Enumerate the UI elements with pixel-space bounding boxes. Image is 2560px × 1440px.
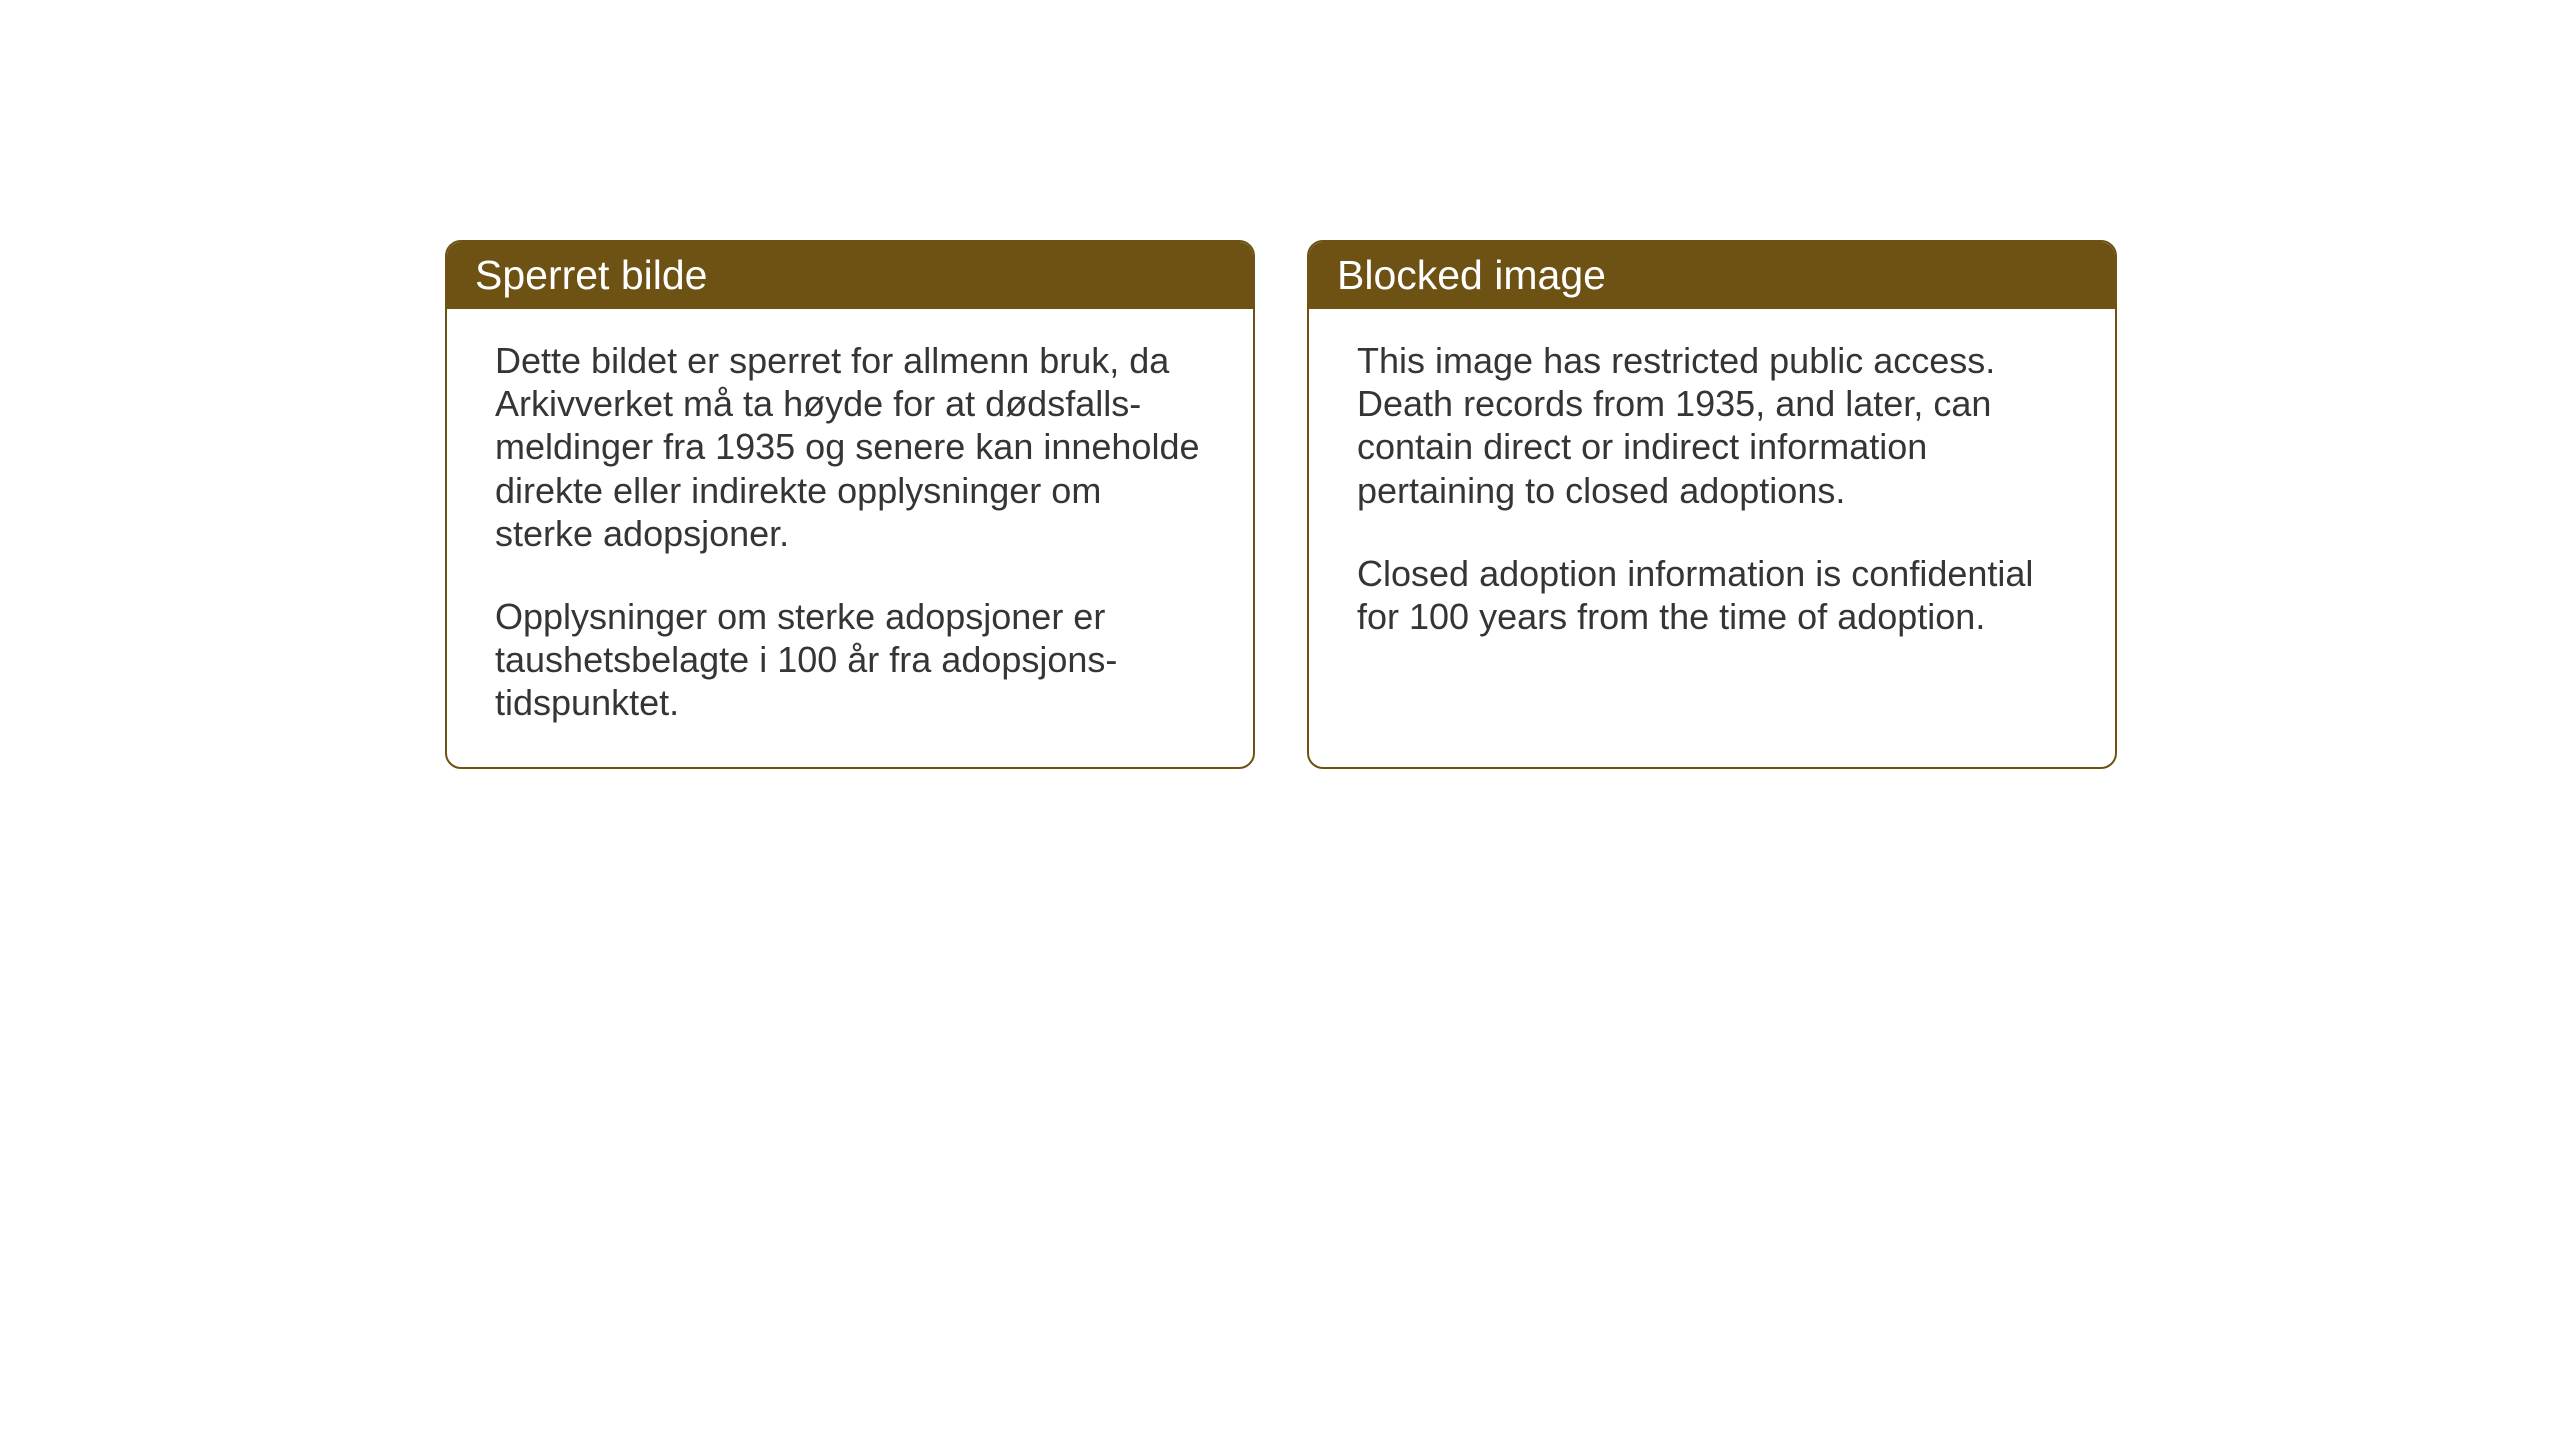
norwegian-paragraph-1: Dette bildet er sperret for allmenn bruk… (495, 339, 1205, 555)
english-card: Blocked image This image has restricted … (1307, 240, 2117, 769)
norwegian-card-header: Sperret bilde (447, 242, 1253, 309)
norwegian-card-body: Dette bildet er sperret for allmenn bruk… (447, 309, 1253, 767)
norwegian-card: Sperret bilde Dette bildet er sperret fo… (445, 240, 1255, 769)
norwegian-paragraph-2: Opplysninger om sterke adopsjoner er tau… (495, 595, 1205, 725)
english-paragraph-2: Closed adoption information is confident… (1357, 552, 2067, 638)
english-card-body: This image has restricted public access.… (1309, 309, 2115, 680)
cards-container: Sperret bilde Dette bildet er sperret fo… (445, 240, 2117, 769)
english-title: Blocked image (1337, 252, 1606, 298)
norwegian-title: Sperret bilde (475, 252, 707, 298)
english-card-header: Blocked image (1309, 242, 2115, 309)
english-paragraph-1: This image has restricted public access.… (1357, 339, 2067, 512)
